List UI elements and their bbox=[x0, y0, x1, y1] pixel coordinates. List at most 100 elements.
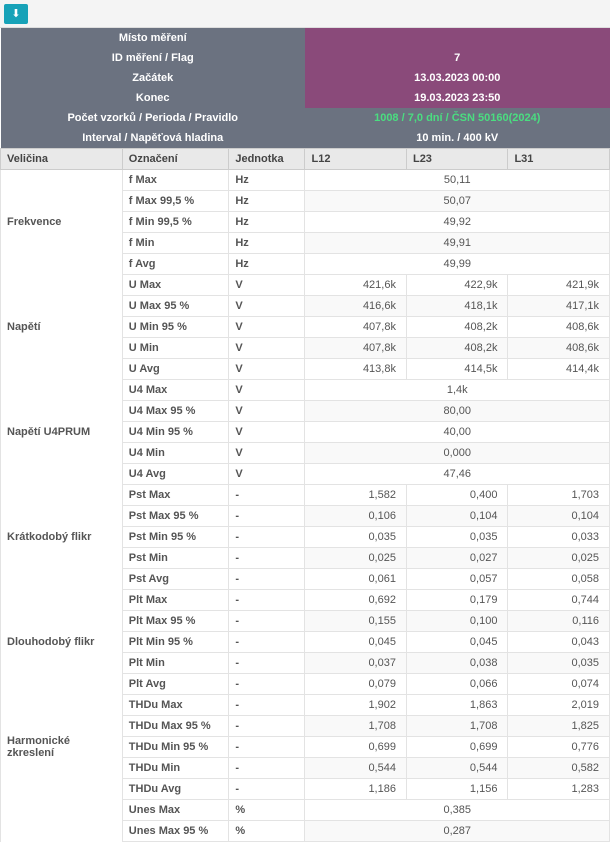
metric-label: U Min 95 % bbox=[122, 317, 229, 338]
value-cell: 1,283 bbox=[508, 779, 610, 800]
metric-label: f Avg bbox=[122, 254, 229, 275]
col-jednotka: Jednotka bbox=[229, 149, 305, 170]
id-value: 7 bbox=[305, 48, 610, 68]
unit-label: - bbox=[229, 779, 305, 800]
value-cell: 414,5k bbox=[406, 359, 507, 380]
konec-label: Konec bbox=[1, 88, 305, 108]
group-label: Dlouhodobý flikr bbox=[1, 590, 123, 695]
value-cell: 0,179 bbox=[406, 590, 507, 611]
group-label: Napětí U4PRUM bbox=[1, 380, 123, 485]
value-cell: 0,045 bbox=[406, 632, 507, 653]
metric-label: THDu Max 95 % bbox=[122, 716, 229, 737]
unit-label: - bbox=[229, 569, 305, 590]
toolbar: ⬇ bbox=[0, 0, 610, 28]
unit-label: - bbox=[229, 527, 305, 548]
metric-label: Plt Avg bbox=[122, 674, 229, 695]
value-cell: 0,045 bbox=[305, 632, 406, 653]
group-label: Harmonické zkreslení bbox=[1, 695, 123, 800]
value-cell: 0,116 bbox=[508, 611, 610, 632]
interval-value: 10 min. / 400 kV bbox=[305, 128, 610, 149]
value-cell: 0,038 bbox=[406, 653, 507, 674]
download-icon: ⬇ bbox=[11, 7, 20, 20]
col-velicina: Veličina bbox=[1, 149, 123, 170]
value-cell: 0,744 bbox=[508, 590, 610, 611]
unit-label: - bbox=[229, 611, 305, 632]
unit-label: V bbox=[229, 464, 305, 485]
value-cell: 0,692 bbox=[305, 590, 406, 611]
value-cell: 0,400 bbox=[406, 485, 507, 506]
table-row: Harmonické zkresleníTHDu Max-1,9021,8632… bbox=[1, 695, 610, 716]
metric-label: U Avg bbox=[122, 359, 229, 380]
value-cell: 0,544 bbox=[406, 758, 507, 779]
unit-label: V bbox=[229, 275, 305, 296]
metric-label: Pst Avg bbox=[122, 569, 229, 590]
value-cell: 1,708 bbox=[406, 716, 507, 737]
value-cell: 1,708 bbox=[305, 716, 406, 737]
value-cell: 0,058 bbox=[508, 569, 610, 590]
metric-label: Unes Max bbox=[122, 800, 229, 821]
unit-label: - bbox=[229, 485, 305, 506]
value-cell: 0,033 bbox=[508, 527, 610, 548]
value-cell: 1,156 bbox=[406, 779, 507, 800]
metric-label: Unes Max 95 % bbox=[122, 821, 229, 842]
table-row: Napětí U4PRUMU4 MaxV1,4k bbox=[1, 380, 610, 401]
value-cell: 0,104 bbox=[508, 506, 610, 527]
table-row: Unes Max%0,385 bbox=[1, 800, 610, 821]
metric-label: Plt Max 95 % bbox=[122, 611, 229, 632]
metric-label: f Min 99,5 % bbox=[122, 212, 229, 233]
unit-label: V bbox=[229, 359, 305, 380]
metric-label: U Max bbox=[122, 275, 229, 296]
value-cell: 0,104 bbox=[406, 506, 507, 527]
unit-label: Hz bbox=[229, 254, 305, 275]
value-cell: 0,544 bbox=[305, 758, 406, 779]
unit-label: % bbox=[229, 821, 305, 842]
zacatek-value: 13.03.2023 00:00 bbox=[305, 68, 610, 88]
value-cell: 0,074 bbox=[508, 674, 610, 695]
unit-label: V bbox=[229, 380, 305, 401]
unit-label: Hz bbox=[229, 191, 305, 212]
metric-label: U4 Max bbox=[122, 380, 229, 401]
value-cell: 1,825 bbox=[508, 716, 610, 737]
unit-label: - bbox=[229, 653, 305, 674]
metric-label: f Max 99,5 % bbox=[122, 191, 229, 212]
misto-label: Místo měření bbox=[1, 28, 305, 48]
value-cell: 417,1k bbox=[508, 296, 610, 317]
report-table: Místo měření ID měření / Flag Začátek Ko… bbox=[0, 28, 610, 842]
value-cell: 0,155 bbox=[305, 611, 406, 632]
value-cell: 408,2k bbox=[406, 338, 507, 359]
unit-label: V bbox=[229, 296, 305, 317]
col-l12: L12 bbox=[305, 149, 406, 170]
metric-label: Plt Min bbox=[122, 653, 229, 674]
value-span: 0,385 bbox=[305, 800, 610, 821]
metric-label: THDu Avg bbox=[122, 779, 229, 800]
unit-label: - bbox=[229, 758, 305, 779]
value-cell: 0,100 bbox=[406, 611, 507, 632]
value-cell: 0,037 bbox=[305, 653, 406, 674]
value-cell: 0,035 bbox=[406, 527, 507, 548]
value-cell: 0,027 bbox=[406, 548, 507, 569]
value-cell: 0,057 bbox=[406, 569, 507, 590]
value-span: 40,00 bbox=[305, 422, 610, 443]
zacatek-label: Začátek bbox=[1, 68, 305, 88]
metric-label: Plt Min 95 % bbox=[122, 632, 229, 653]
value-span: 49,91 bbox=[305, 233, 610, 254]
value-span: 0,287 bbox=[305, 821, 610, 842]
unit-label: Hz bbox=[229, 233, 305, 254]
unit-label: % bbox=[229, 800, 305, 821]
table-row: Dlouhodobý flikrPlt Max-0,6920,1790,744 bbox=[1, 590, 610, 611]
metric-label: THDu Max bbox=[122, 695, 229, 716]
value-cell: 1,186 bbox=[305, 779, 406, 800]
value-span: 47,46 bbox=[305, 464, 610, 485]
value-cell: 416,6k bbox=[305, 296, 406, 317]
metric-label: U4 Avg bbox=[122, 464, 229, 485]
unit-label: - bbox=[229, 716, 305, 737]
table-row: NapětíU MaxV421,6k422,9k421,9k bbox=[1, 275, 610, 296]
unit-label: - bbox=[229, 632, 305, 653]
unit-label: V bbox=[229, 317, 305, 338]
table-row: Frekvencef MaxHz50,11 bbox=[1, 170, 610, 191]
metric-label: Pst Min bbox=[122, 548, 229, 569]
value-cell: 2,019 bbox=[508, 695, 610, 716]
download-button[interactable]: ⬇ bbox=[4, 4, 28, 24]
unit-label: - bbox=[229, 695, 305, 716]
value-cell: 0,035 bbox=[508, 653, 610, 674]
